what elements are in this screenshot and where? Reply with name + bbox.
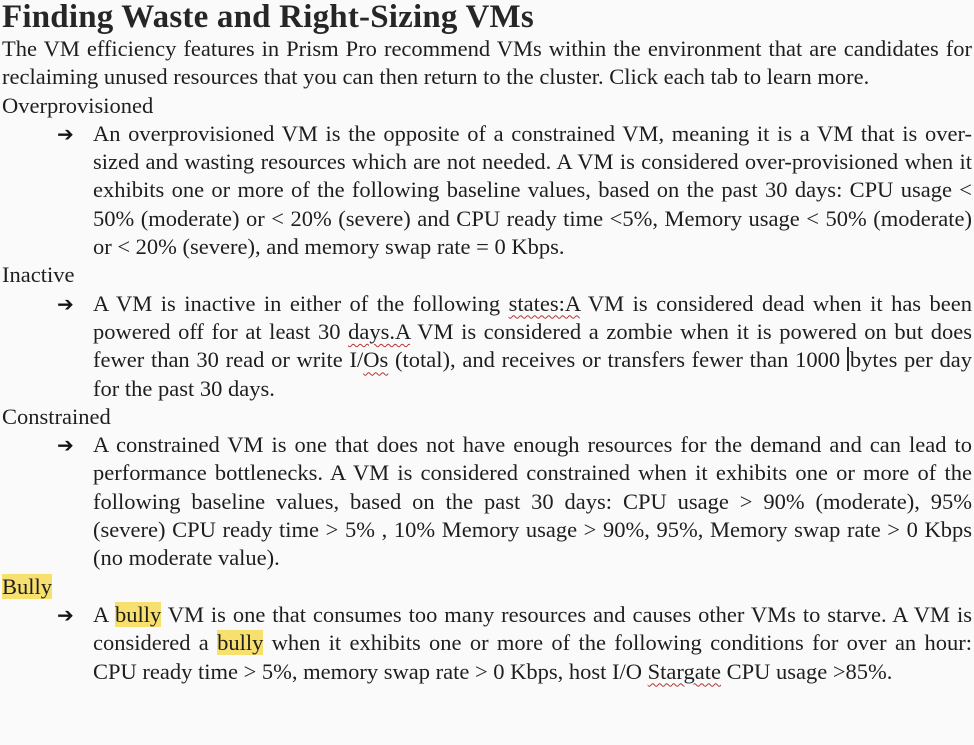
bullet-text: An overprovisioned VM is the opposite of… <box>93 121 972 259</box>
highlighted-text: bully <box>114 601 162 627</box>
section-heading-label: Overprovisioned <box>2 92 154 118</box>
intro-paragraph[interactable]: The VM efficiency features in Prism Pro … <box>2 36 972 90</box>
text-run: VM is one that consumes too many resourc… <box>93 601 972 656</box>
text-run: (total), and receives or transfers fewer… <box>388 347 847 373</box>
text-run: VM is considered a zombie when it is pow… <box>93 318 973 373</box>
text-run: A VM is inactive in either of the follow… <box>93 290 509 316</box>
bullet-item[interactable]: ➔ A bully VM is one that consumes too man… <box>57 601 972 686</box>
section-heading[interactable]: Bully <box>2 573 972 601</box>
vm-section: Constrained ➔ A constrained VM is one tha… <box>2 403 972 573</box>
misspelled-text: Stargate <box>647 658 721 684</box>
document-page: Finding Waste and Right-Sizing VMs The V… <box>2 0 972 686</box>
section-heading-label: Inactive <box>2 262 75 288</box>
bullet-text: A constrained VM is one that does not ha… <box>93 432 972 570</box>
misspelled-text: states:A <box>508 290 580 316</box>
text-run: A constrained VM is one that does not ha… <box>93 432 972 571</box>
section-heading-label: Bully <box>2 573 53 599</box>
section-heading-label: Constrained <box>2 403 111 429</box>
text-run: bytes per day for the past 30 days. <box>93 347 973 401</box>
section-heading[interactable]: Overprovisioned <box>2 92 972 120</box>
bullet-text: A bully VM is one that consumes too many… <box>93 601 972 684</box>
bullet-item[interactable]: ➔ A constrained VM is one that does not h… <box>57 431 972 572</box>
highlighted-text: bully <box>217 630 264 656</box>
text-run: VM is considered dead when it has been p… <box>93 290 972 344</box>
text-cursor <box>846 347 849 372</box>
page-title[interactable]: Finding Waste and Right-Sizing VMs <box>2 0 534 35</box>
vm-section: Bully ➔ A bully VM is one that consumes t… <box>2 573 972 686</box>
misspelled-text: days.A <box>348 318 411 344</box>
vm-section: Overprovisioned ➔ An overprovisioned VM i… <box>2 92 972 262</box>
text-run: An overprovisioned VM is the opposite of… <box>93 120 972 260</box>
text-run: when it exhibits one or more of the foll… <box>93 630 972 684</box>
bullet-item[interactable]: ➔ A VM is inactive in either of the follo… <box>57 290 972 403</box>
arrow-bullet-icon: ➔ <box>57 602 74 627</box>
text-run: A <box>93 601 115 627</box>
arrow-bullet-icon: ➔ <box>57 291 74 316</box>
bullet-item[interactable]: ➔ An overprovisioned VM is the opposite o… <box>57 120 972 261</box>
arrow-bullet-icon: ➔ <box>57 433 74 458</box>
sections-container: Overprovisioned ➔ An overprovisioned VM i… <box>2 92 972 686</box>
section-heading[interactable]: Inactive <box>2 261 972 289</box>
vm-section: Inactive ➔ A VM is inactive in either of … <box>2 261 972 402</box>
arrow-bullet-icon: ➔ <box>57 121 74 146</box>
misspelled-text: Os <box>363 347 389 373</box>
bullet-text: A VM is inactive in either of the follow… <box>93 291 972 401</box>
text-run: CPU usage >85%. <box>720 658 893 684</box>
section-heading[interactable]: Constrained <box>2 403 972 431</box>
